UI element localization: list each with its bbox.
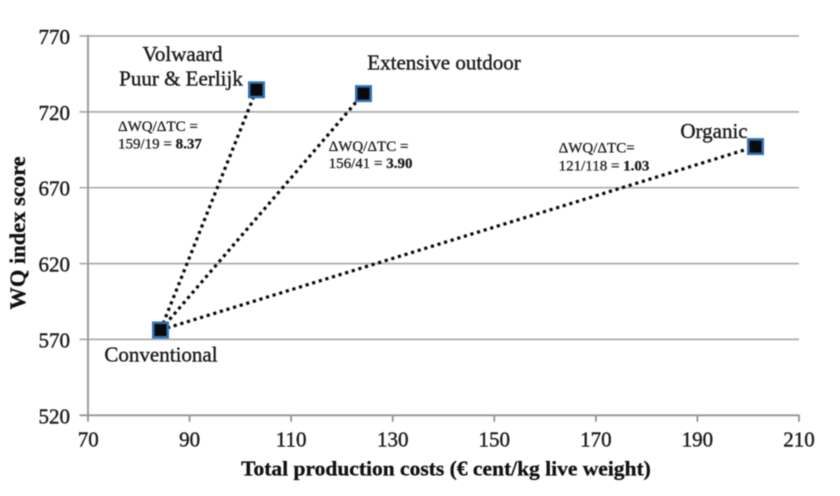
svg-text:156/41 = 3.90: 156/41 = 3.90	[329, 156, 413, 172]
svg-text:Organic: Organic	[680, 119, 747, 143]
svg-text:570: 570	[39, 328, 71, 352]
svg-text:210: 210	[783, 428, 815, 452]
svg-text:90: 90	[179, 428, 200, 452]
svg-text:159/19 = 8.37: 159/19 = 8.37	[118, 136, 202, 152]
svg-text:ΔWQ/ΔTC=: ΔWQ/ΔTC=	[559, 141, 635, 157]
svg-text:121/118 = 1.03: 121/118 = 1.03	[559, 159, 650, 175]
svg-text:Conventional: Conventional	[104, 343, 217, 367]
svg-text:130: 130	[377, 428, 409, 452]
svg-text:520: 520	[39, 404, 71, 428]
svg-text:WQ index score: WQ index score	[5, 156, 30, 309]
svg-text:620: 620	[39, 253, 71, 277]
svg-text:190: 190	[682, 428, 714, 452]
svg-text:170: 170	[580, 428, 612, 452]
svg-text:110: 110	[276, 428, 307, 452]
svg-text:150: 150	[479, 428, 511, 452]
svg-text:70: 70	[78, 428, 99, 452]
svg-text:720: 720	[39, 101, 71, 125]
svg-text:Puur & Eerlijk: Puur & Eerlijk	[119, 67, 243, 91]
svg-text:Volwaard: Volwaard	[142, 42, 223, 66]
svg-text:ΔWQ/ΔTC =: ΔWQ/ΔTC =	[329, 139, 409, 155]
svg-text:Total production costs (€ cent: Total production costs (€ cent/kg live w…	[241, 457, 651, 481]
svg-text:770: 770	[39, 25, 71, 49]
svg-text:670: 670	[39, 177, 71, 201]
svg-text:ΔWQ/ΔTC =: ΔWQ/ΔTC =	[118, 119, 198, 135]
svg-text:Extensive outdoor: Extensive outdoor	[367, 51, 520, 75]
